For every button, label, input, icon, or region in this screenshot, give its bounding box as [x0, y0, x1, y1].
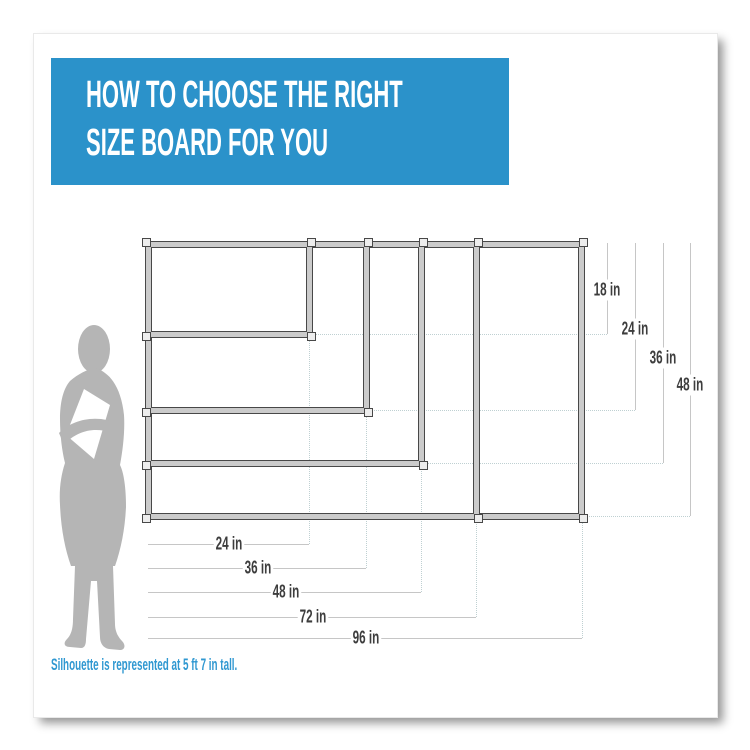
guide-dotted-height-18in — [312, 334, 607, 335]
silhouette-forearm — [59, 418, 113, 445]
guide-dotted-height-48in — [584, 516, 690, 517]
frame-corner-cap — [419, 238, 428, 247]
frame-corner-cap — [474, 514, 483, 523]
infographic-card: HOW TO CHOOSE THE RIGHT SIZE BOARD FOR Y… — [33, 33, 718, 718]
frame-corner-cap — [364, 408, 373, 417]
silhouette-head — [78, 325, 110, 373]
frame-corner-cap — [307, 332, 316, 341]
frame-corner-cap — [142, 408, 151, 417]
height-label-24in: 24 in — [619, 318, 651, 340]
width-label-96in: 96 in — [350, 627, 382, 649]
guide-dotted-width-24in — [309, 335, 310, 544]
frame-corner-cap — [142, 238, 151, 247]
frame-corner-cap — [419, 461, 428, 470]
guide-dotted-width-72in — [476, 517, 477, 617]
height-label-36in: 36 in — [647, 347, 679, 369]
frame-corner-cap — [142, 514, 151, 523]
frame-corner-cap — [579, 238, 588, 247]
frame-corner-cap — [307, 238, 316, 247]
frame-corner-cap — [579, 514, 588, 523]
height-label-48in: 48 in — [674, 374, 706, 396]
frame-corner-cap — [142, 332, 151, 341]
width-label-72in: 72 in — [297, 606, 329, 628]
silhouette-note: Silhouette is represented at 5 ft 7 in t… — [51, 655, 238, 674]
guide-dotted-width-36in — [366, 411, 367, 568]
silhouette-legs — [64, 566, 125, 650]
width-label-36in: 36 in — [242, 557, 274, 579]
width-label-48in: 48 in — [270, 581, 302, 603]
frame-corner-cap — [474, 238, 483, 247]
height-label-18in: 18 in — [591, 279, 623, 301]
frame-corner-cap — [142, 461, 151, 470]
header-banner: HOW TO CHOOSE THE RIGHT SIZE BOARD FOR Y… — [51, 58, 509, 185]
page-title-line2: SIZE BOARD FOR YOU — [86, 122, 329, 164]
page-title-line1: HOW TO CHOOSE THE RIGHT — [86, 74, 403, 116]
guide-dotted-height-24in — [369, 410, 635, 411]
guide-dotted-width-48in — [421, 464, 422, 592]
board-frame-24x18 — [142, 238, 316, 341]
frame-corner-cap — [364, 238, 373, 247]
person-silhouette — [59, 325, 127, 650]
page-title: HOW TO CHOOSE THE RIGHT SIZE BOARD FOR Y… — [86, 71, 403, 167]
width-label-24in: 24 in — [213, 533, 245, 555]
guide-dotted-width-96in — [582, 517, 583, 638]
guide-dotted-height-36in — [424, 463, 663, 464]
